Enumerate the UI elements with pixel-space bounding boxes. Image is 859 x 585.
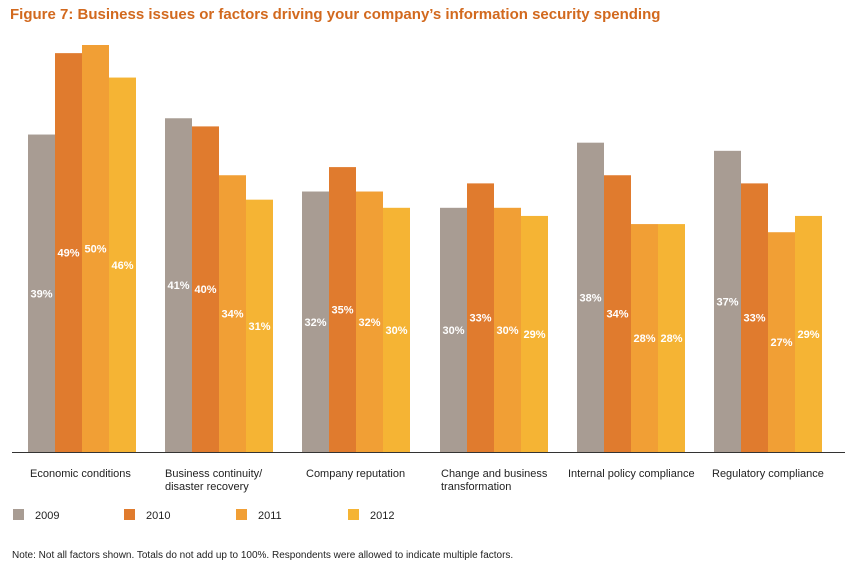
data-label-2011-2: 32% bbox=[358, 317, 380, 329]
bar-2009-1 bbox=[165, 118, 192, 452]
legend-swatch-2011 bbox=[236, 509, 247, 520]
data-label-2011-5: 27% bbox=[770, 337, 792, 349]
data-label-2010-1: 40% bbox=[194, 284, 216, 296]
category-label-5-0: Regulatory compliance bbox=[712, 468, 824, 480]
bar-2009-3 bbox=[440, 207, 467, 452]
bar-2012-1 bbox=[246, 199, 273, 452]
bar-chart: 39% 49% 50% 46% 41% 40% 34% 31% 32% 35% 32% 30% 30% 3… bbox=[12, 45, 845, 522]
category-labels: Economic conditions Business continuity/d… bbox=[30, 468, 824, 493]
data-label-2012-2: 30% bbox=[385, 325, 407, 337]
data-label-2009-3: 30% bbox=[442, 325, 464, 337]
legend-label-2011: 2011 bbox=[258, 510, 282, 522]
bar-2009-2 bbox=[302, 191, 329, 452]
data-label-2011-4: 28% bbox=[633, 333, 655, 345]
data-label-2009-4: 38% bbox=[579, 292, 601, 304]
legend-swatch-2010 bbox=[124, 509, 135, 520]
data-label-2011-3: 30% bbox=[496, 325, 518, 337]
data-label-2009-1: 41% bbox=[167, 280, 189, 292]
data-label-2010-3: 33% bbox=[469, 313, 491, 325]
legend-swatch-2009 bbox=[13, 509, 24, 520]
bar-2010-0 bbox=[55, 53, 82, 452]
data-label-2009-0: 39% bbox=[30, 288, 52, 300]
data-label-2010-4: 34% bbox=[606, 309, 628, 321]
bar-2011-5 bbox=[768, 232, 795, 452]
data-label-2012-1: 31% bbox=[248, 321, 270, 333]
data-label-2010-2: 35% bbox=[331, 305, 353, 317]
legend-label-2009: 2009 bbox=[35, 510, 59, 522]
legend-label-2010: 2010 bbox=[146, 510, 170, 522]
bar-2011-3 bbox=[494, 207, 521, 452]
data-label-2010-5: 33% bbox=[743, 313, 765, 325]
data-label-2012-4: 28% bbox=[660, 333, 682, 345]
bar-2012-0 bbox=[109, 77, 136, 452]
category-label-2-0: Company reputation bbox=[306, 468, 405, 480]
footnote: Note: Not all factors shown. Totals do n… bbox=[12, 550, 514, 561]
chart-title: Figure 7: Business issues or factors dri… bbox=[10, 6, 661, 23]
data-label-2009-5: 37% bbox=[716, 296, 738, 308]
data-label-2010-0: 49% bbox=[57, 248, 79, 260]
bar-2010-5 bbox=[741, 183, 768, 452]
category-label-4-0: Internal policy compliance bbox=[568, 468, 695, 480]
bar-2011-0 bbox=[82, 45, 109, 452]
bar-2009-4 bbox=[577, 142, 604, 452]
bars-layer: 39% 49% 50% 46% 41% 40% 34% 31% 32% 35% 32% 30% 30% 3… bbox=[28, 45, 822, 453]
legend-label-2012: 2012 bbox=[370, 510, 394, 522]
bar-2012-5 bbox=[795, 215, 822, 452]
bar-2010-3 bbox=[467, 183, 494, 452]
data-label-2012-5: 29% bbox=[797, 329, 819, 341]
bar-2010-4 bbox=[604, 175, 631, 453]
category-label-1-1: disaster recovery bbox=[165, 481, 249, 493]
category-label-3-0: Change and business bbox=[441, 468, 548, 480]
bar-2010-1 bbox=[192, 126, 219, 453]
bar-2009-0 bbox=[28, 134, 55, 453]
category-label-3-1: transformation bbox=[441, 481, 511, 493]
bar-2012-3 bbox=[521, 215, 548, 452]
data-label-2011-0: 50% bbox=[84, 244, 106, 256]
bar-2010-2 bbox=[329, 167, 356, 452]
legend: 2009 2010 2011 2012 bbox=[13, 509, 394, 522]
data-label-2011-1: 34% bbox=[221, 309, 243, 321]
bar-2009-5 bbox=[714, 150, 741, 452]
category-label-1-0: Business continuity/ bbox=[165, 468, 263, 480]
bar-2012-4 bbox=[658, 224, 685, 452]
category-label-0-0: Economic conditions bbox=[30, 468, 131, 480]
bar-2012-2 bbox=[383, 207, 410, 452]
data-label-2012-0: 46% bbox=[111, 260, 133, 272]
data-label-2009-2: 32% bbox=[304, 317, 326, 329]
legend-swatch-2012 bbox=[348, 509, 359, 520]
bar-2011-2 bbox=[356, 191, 383, 452]
data-label-2012-3: 29% bbox=[523, 329, 545, 341]
bar-2011-4 bbox=[631, 224, 658, 452]
bar-2011-1 bbox=[219, 175, 246, 453]
